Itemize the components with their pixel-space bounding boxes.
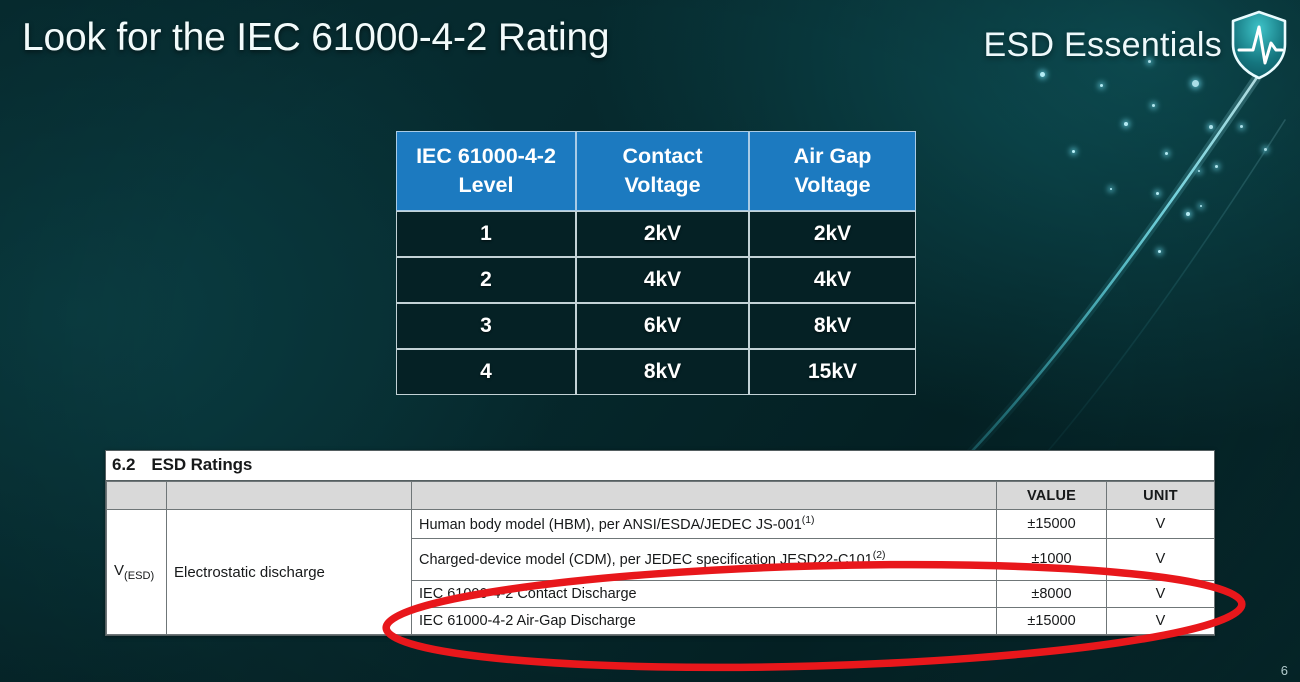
column-header-parameter [166,481,412,510]
cell-value: ±1000 [996,537,1107,581]
brand-name: ESD Essentials [983,25,1222,64]
condition-text: Human body model (HBM), per ANSI/ESDA/JE… [419,516,802,533]
cell-airgap: 4kV [749,257,916,304]
glow-particle [1124,122,1128,126]
cell-contact: 2kV [576,211,749,258]
table-header-row: VALUE UNIT [106,481,1215,510]
glow-particle [1215,165,1218,168]
section-title: ESD Ratings [151,455,253,474]
glow-particle [1264,148,1267,151]
table-header-row: IEC 61000-4-2 Level Contact Voltage Air … [396,131,916,212]
symbol-base: V [114,562,125,580]
table-row: 1 2kV 2kV [396,211,916,258]
cell-symbol: V(ESD) [106,508,167,636]
datasheet-esd-ratings-table: 6.2 ESD Ratings VALUE UNIT [105,450,1215,637]
header-line-2: Level [458,173,514,198]
cell-level: 1 [396,211,576,258]
glow-particle [1200,205,1202,207]
column-header-contact-voltage: Contact Voltage [576,131,749,212]
header-line-1: IEC 61000-4-2 [416,144,556,168]
glow-particle [1110,188,1112,190]
cell-parameter: Electrostatic discharge [166,508,412,636]
footnote-marker: (1) [801,515,815,526]
footnote-marker: (2) [872,550,886,562]
cell-level: 2 [396,257,576,304]
glow-particle [1240,125,1243,128]
table-row: 4 8kV 15kV [396,349,916,396]
page-number: 6 [1280,663,1288,678]
glow-particle [1072,150,1075,153]
cell-condition: Human body model (HBM), per ANSI/ESDA/JE… [411,509,997,539]
cell-condition: Charged-device model (CDM), per JEDEC sp… [411,537,997,581]
cell-contact: 8kV [576,349,749,396]
glow-particle [1156,192,1159,195]
glow-particle [1198,170,1200,172]
condition-text: Charged-device model (CDM), per JEDEC sp… [419,552,873,569]
section-number: 6.2 [112,455,136,474]
glow-particle [1165,152,1168,155]
cell-value: ±15000 [996,509,1107,539]
table-row: V(ESD) Electrostatic discharge Human bod… [106,508,1215,636]
brand-lockup: ESD Essentials [983,10,1288,80]
cell-contact: 6kV [576,303,749,350]
cell-airgap: 15kV [749,349,916,396]
cell-level: 3 [396,303,576,350]
cell-value: ±15000 [996,607,1107,636]
header-line-2: Voltage [794,173,871,198]
glow-particle [1192,80,1199,87]
glow-particle [1186,212,1190,216]
glow-particle [1152,104,1155,107]
cell-airgap: 2kV [749,211,916,258]
header-line-1: Contact [622,144,703,168]
cell-contact: 4kV [576,257,749,304]
cell-airgap: 8kV [749,303,916,350]
glow-particle [1100,84,1103,87]
column-header-unit: UNIT [1106,481,1215,510]
cell-unit: V [1106,509,1215,539]
page-title: Look for the IEC 61000-4-2 Rating [22,16,610,59]
column-header-air-gap-voltage: Air Gap Voltage [749,131,916,212]
datasheet-section-heading: 6.2 ESD Ratings [106,451,1214,481]
column-header-value: VALUE [996,481,1107,510]
cell-unit: V [1106,607,1215,636]
table-row: 2 4kV 4kV [396,257,916,304]
header-line-2: Voltage [624,173,701,198]
glow-particle [1158,250,1161,253]
symbol-subscript: (ESD) [124,570,155,583]
esd-ratings-grid: VALUE UNIT V(ESD) Electrostatic discharg… [106,481,1215,636]
iec-level-table: IEC 61000-4-2 Level Contact Voltage Air … [396,131,916,396]
cell-unit: V [1106,579,1215,609]
column-header-symbol [106,481,167,510]
cell-value: ±8000 [996,579,1107,609]
table-row: 3 6kV 8kV [396,303,916,350]
cell-condition: IEC 61000-4-2 Air-Gap Discharge [411,607,997,636]
glow-particle [1209,125,1213,129]
column-header-condition [411,481,997,510]
cell-unit: V [1106,537,1215,581]
column-header-level: IEC 61000-4-2 Level [396,131,576,212]
cell-level: 4 [396,349,576,396]
shield-heartbeat-icon [1231,10,1287,80]
header-line-1: Air Gap [793,144,872,168]
cell-condition: IEC 61000-4-2 Contact Discharge [411,579,997,609]
